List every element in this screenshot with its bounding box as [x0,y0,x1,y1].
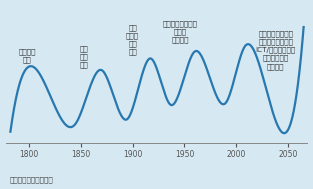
Text: ナノテクノロジー
ライフサイエンス
ICT/ビッグデータ
ロボティクス
人工知能: ナノテクノロジー ライフサイエンス ICT/ビッグデータ ロボティクス 人工知能 [255,30,296,70]
Text: 電気
自動車
化学
石油: 電気 自動車 化学 石油 [126,24,139,55]
Text: エレクトロニクス
原子力
航空宇宙: エレクトロニクス 原子力 航空宇宙 [163,21,198,43]
Text: 鉄飼
鉄道
電信: 鉄飼 鉄道 電信 [80,46,88,68]
Text: 資料）　日経ビジネス: 資料） 日経ビジネス [9,177,53,183]
Text: 蜨気機関
紡繎: 蜨気機関 紡繎 [18,48,36,63]
